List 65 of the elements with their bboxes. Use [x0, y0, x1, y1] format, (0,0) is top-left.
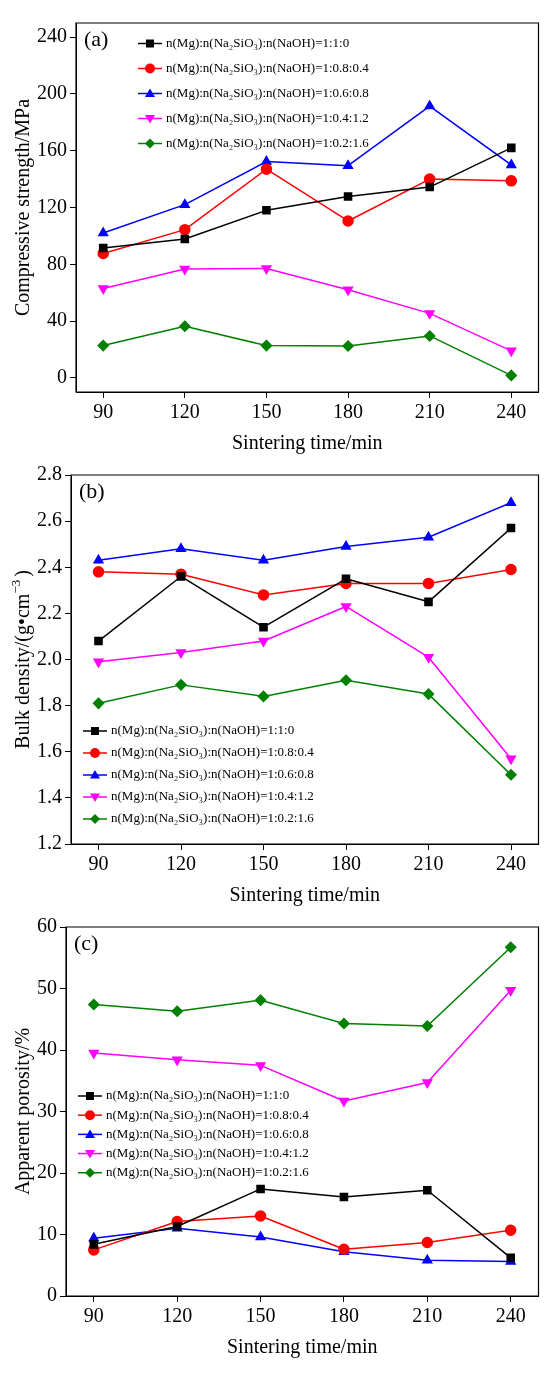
x-tick-label: 240	[496, 852, 526, 875]
y-tick-label: 1.6	[37, 739, 62, 761]
y-tick-label: 2.6	[37, 508, 62, 531]
x-axis-title: Sintering time/min	[229, 883, 381, 907]
x-tick-label: 150	[248, 852, 279, 875]
y-tick-label: 80	[47, 251, 67, 274]
y-tick-label: 2.0	[37, 646, 62, 669]
y-tick-label: 1.2	[37, 831, 62, 854]
legend-label: n(Mg):n(Na₂SiO₃):n(NaOH)=1:0.8:0.4	[166, 59, 370, 75]
x-tick-label: 150	[251, 400, 282, 423]
legend-label: n(Mg):n(Na₂SiO₃):n(NaOH)=1:0.8:0.4	[106, 1106, 310, 1122]
legend-label: n(Mg):n(Na₂SiO₃):n(NaOH)=1:0.8:0.4	[111, 744, 315, 760]
y-tick-label: 160	[37, 137, 67, 160]
x-tick-label: 240	[496, 400, 527, 423]
legend-label: n(Mg):n(Na₂SiO₃):n(NaOH)=1:0.6:0.8	[111, 766, 314, 782]
y-tick-label: 1.8	[37, 692, 62, 715]
x-tick-label: 90	[83, 1304, 104, 1327]
y-axis-title: Apparent porosity/%	[11, 1027, 35, 1196]
x-tick-label: 240	[495, 1304, 526, 1327]
x-tick-label: 120	[169, 400, 200, 423]
x-axis-title: Sintering time/min	[231, 431, 383, 455]
y-tick-label: 40	[37, 1037, 57, 1060]
y-tick-label: 2.8	[37, 462, 62, 485]
x-tick-label: 120	[162, 1304, 193, 1327]
y-tick-label: 40	[47, 308, 67, 331]
annotation: (c)	[74, 929, 99, 955]
legend-label: n(Mg):n(Na₂SiO₃):n(NaOH)=1:1:0	[106, 1087, 290, 1103]
legend-label: n(Mg):n(Na₂SiO₃):n(NaOH)=1:0.4:1.2	[106, 1144, 309, 1160]
y-tick-label: 10	[37, 1221, 57, 1244]
x-tick-label: 210	[412, 1304, 443, 1327]
y-tick-label: 2.4	[37, 554, 62, 577]
y-tick-label: 0	[47, 1283, 57, 1306]
y-tick-label: 120	[37, 194, 67, 217]
annotation: (b)	[79, 477, 105, 503]
legend-label: n(Mg):n(Na₂SiO₃):n(NaOH)=1:0.6:0.8	[166, 84, 369, 100]
y-axis-title: Bulk density/(g•cm−3)	[8, 570, 35, 749]
x-tick-label: 90	[88, 852, 109, 875]
x-tick-label: 180	[331, 852, 361, 875]
x-tick-label: 120	[166, 852, 196, 875]
x-tick-label: 90	[93, 400, 114, 423]
x-tick-label: 150	[245, 1304, 276, 1327]
x-tick-label: 180	[328, 1304, 359, 1327]
y-tick-label: 1.4	[37, 785, 62, 808]
y-tick-label: 50	[37, 975, 57, 998]
legend-label: n(Mg):n(Na₂SiO₃):n(NaOH)=1:1:0	[111, 722, 295, 738]
legend-label: n(Mg):n(Na₂SiO₃):n(NaOH)=1:0.2:1.6	[111, 810, 315, 826]
legend-label: n(Mg):n(Na₂SiO₃):n(NaOH)=1:0.2:1.6	[166, 134, 370, 150]
x-axis-title: Sintering time/min	[226, 1335, 378, 1359]
y-tick-label: 0	[57, 365, 67, 388]
y-tick-label: 2.2	[37, 600, 62, 623]
legend-label: n(Mg):n(Na₂SiO₃):n(NaOH)=1:1:0	[166, 34, 350, 50]
legend-label: n(Mg):n(Na₂SiO₃):n(NaOH)=1:0.2:1.6	[106, 1164, 310, 1180]
x-tick-label: 210	[414, 400, 445, 423]
legend-label: n(Mg):n(Na₂SiO₃):n(NaOH)=1:0.6:0.8	[106, 1125, 309, 1141]
y-tick-label: 200	[37, 81, 67, 104]
legend-label: n(Mg):n(Na₂SiO₃):n(NaOH)=1:0.4:1.2	[111, 788, 314, 804]
x-tick-label: 180	[333, 400, 364, 423]
annotation: (a)	[84, 25, 109, 51]
legend-label: n(Mg):n(Na₂SiO₃):n(NaOH)=1:0.4:1.2	[166, 109, 369, 125]
y-tick-label: 240	[37, 24, 67, 47]
y-axis-title: Compressive strength/MPa	[11, 98, 35, 317]
y-tick-label: 20	[37, 1160, 57, 1183]
x-tick-label: 210	[413, 852, 444, 875]
y-tick-label: 60	[37, 914, 57, 937]
y-tick-label: 30	[37, 1098, 57, 1121]
